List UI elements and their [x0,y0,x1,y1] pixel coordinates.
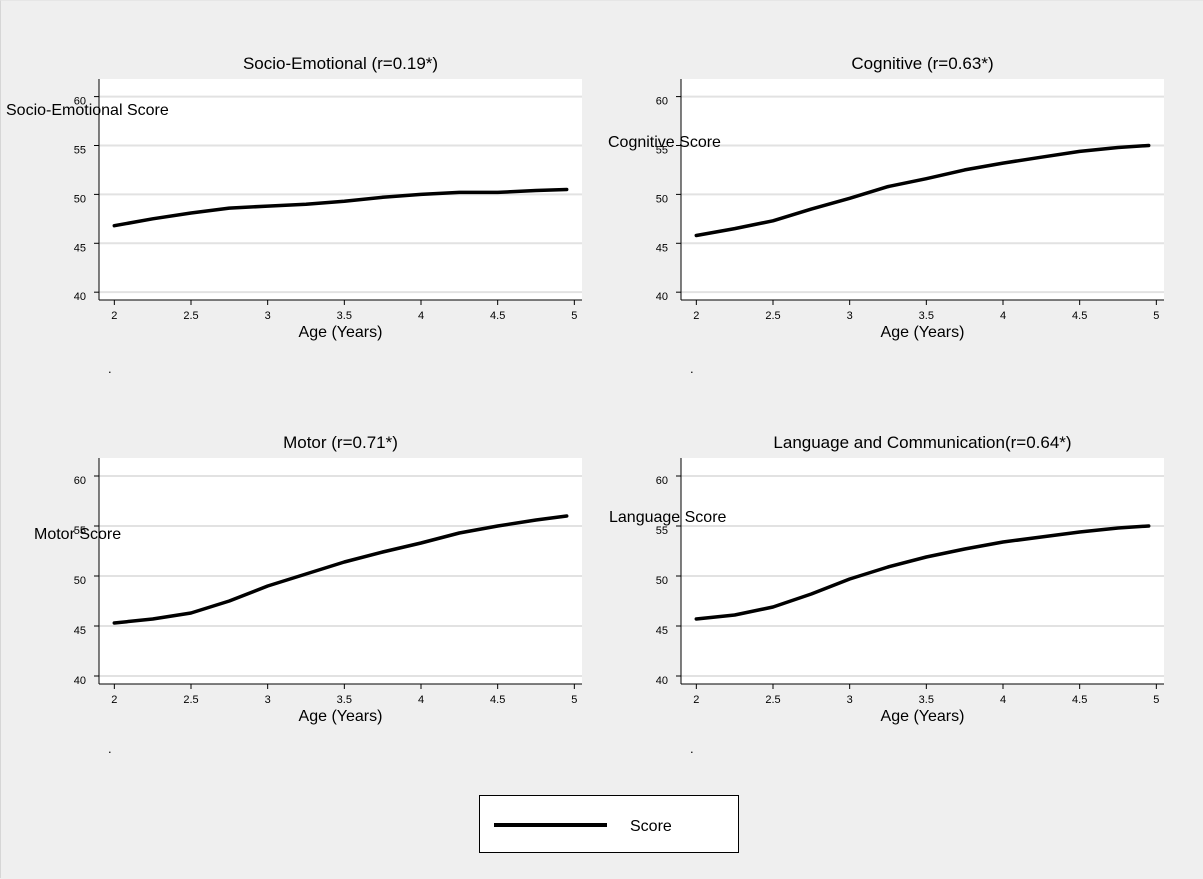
x-tick-label: 4.5 [490,310,505,322]
x-tick-label: 3 [847,694,853,706]
series-line-score [112,187,569,228]
y-tick-label: 50 [656,193,668,205]
x-tick-label: 3.5 [919,310,934,322]
y-axis-label: Socio-Emotional Score [6,102,169,119]
panel-title: Motor (r=0.71*) [283,433,398,452]
y-tick-label: 55 [656,525,668,537]
y-tick-label: 40 [74,675,86,687]
y-axis-label: Motor Score [34,526,121,543]
y-tick-label: 55 [656,144,668,156]
x-axis-label: Age (Years) [299,708,383,725]
plot-area [681,79,1164,300]
y-tick-label: 50 [74,193,86,205]
y-tick-label: 50 [656,575,668,587]
x-axis-label: Age (Years) [299,324,383,341]
x-axis-label: Age (Years) [881,708,965,725]
series-line-score [694,143,1151,238]
x-tick-label: 2 [693,694,699,706]
x-tick-label: 4.5 [490,694,505,706]
x-tick-label: 3.5 [337,694,352,706]
x-tick-label: 2.5 [765,694,780,706]
x-tick-label: 2 [111,310,117,322]
x-tick-label: 4 [1000,310,1006,322]
series-line-score [694,524,1151,621]
y-tick-label: 45 [74,625,86,637]
y-tick-label: 60 [74,96,86,108]
y-tick-label: 50 [74,575,86,587]
x-tick-label: 5 [571,694,577,706]
x-axis-label: Age (Years) [881,324,965,341]
x-tick-label: 4 [418,310,424,322]
legend-line-swatch [494,823,607,827]
panel-title: Cognitive (r=0.63*) [851,54,993,73]
panel-title: Socio-Emotional (r=0.19*) [243,54,438,73]
legend-label: Score [630,818,672,835]
y-tick-label: 40 [656,675,668,687]
plot-area [681,458,1164,684]
panel-title: Language and Communication(r=0.64*) [773,433,1071,452]
x-tick-label: 4 [418,694,424,706]
y-tick-label: 55 [74,144,86,156]
y-tick-label: 60 [656,96,668,108]
x-tick-label: 2 [111,694,117,706]
panel-footnote: . [108,741,112,756]
plot-area [99,458,582,684]
x-tick-label: 3 [265,310,271,322]
x-tick-label: 2.5 [765,310,780,322]
x-tick-label: 5 [1153,694,1159,706]
x-tick-label: 3.5 [919,694,934,706]
x-tick-label: 3 [847,310,853,322]
y-tick-label: 40 [656,291,668,303]
x-tick-label: 3 [265,694,271,706]
legend: Score [479,795,739,853]
x-tick-label: 4.5 [1072,310,1087,322]
y-tick-label: 45 [656,625,668,637]
x-tick-label: 5 [1153,310,1159,322]
x-tick-label: 2 [693,310,699,322]
x-tick-label: 4 [1000,694,1006,706]
x-tick-label: 4.5 [1072,694,1087,706]
panel-footnote: . [690,361,694,376]
y-tick-label: 60 [74,475,86,487]
y-axis-label: Cognitive Score [608,134,721,151]
panel-footnote: . [108,361,112,376]
series-line-score [112,514,569,625]
y-tick-label: 45 [74,242,86,254]
y-tick-label: 45 [656,242,668,254]
x-tick-label: 3.5 [337,310,352,322]
x-tick-label: 2.5 [183,694,198,706]
x-tick-label: 5 [571,310,577,322]
x-tick-label: 2.5 [183,310,198,322]
y-tick-label: 60 [656,475,668,487]
y-axis-label: Language Score [609,509,727,526]
y-tick-label: 40 [74,291,86,303]
plot-area [99,79,582,300]
y-tick-label: 55 [74,525,86,537]
panel-footnote: . [690,741,694,756]
